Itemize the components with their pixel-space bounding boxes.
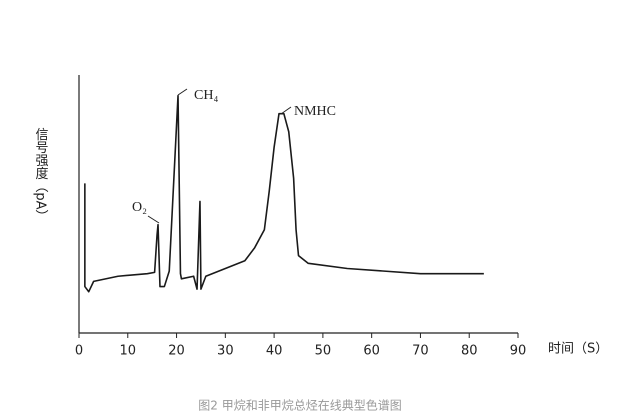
annotation-leader [280,106,292,115]
x-tick-label: 10 [120,344,137,359]
x-tick-label: 50 [315,344,332,359]
annotation-leader [147,215,160,224]
annotation: O₂ [132,200,147,215]
annotation-leader [177,88,188,96]
x-axis-label: 时间（S） [548,342,608,357]
x-tick-label: 80 [461,344,478,359]
x-tick-label: 40 [266,344,283,359]
x-tick-label: 20 [168,344,185,359]
x-tick-label: 60 [363,344,380,359]
annotation: CH₄ [194,88,218,103]
x-tick-label: 0 [75,344,83,359]
signal-line [84,94,484,293]
x-tick-label: 90 [510,344,527,359]
caption: 图2 甲烷和非甲烷总烃在线典型色谱图 [198,399,401,413]
x-tick-label: 30 [217,344,234,359]
y-axis-label: 信号强度（pA） [33,127,49,222]
x-tick-label: 70 [412,344,429,359]
annotation: NMHC [294,104,336,119]
